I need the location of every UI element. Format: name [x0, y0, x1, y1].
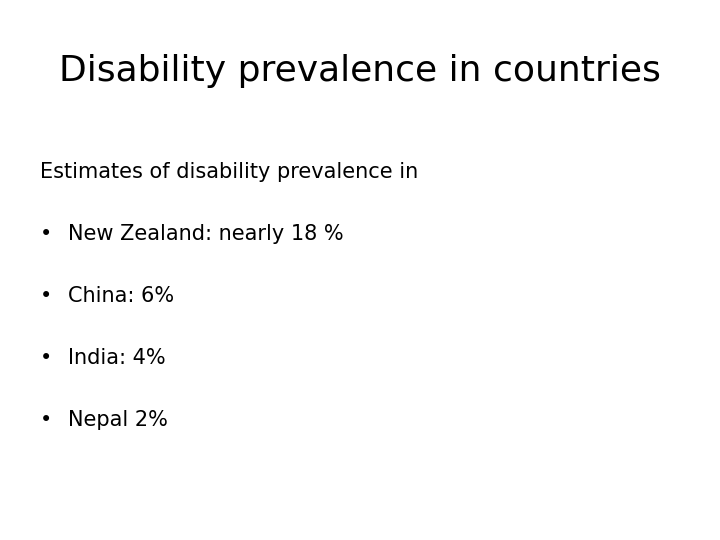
Text: New Zealand: nearly 18 %: New Zealand: nearly 18 %	[68, 224, 344, 244]
Text: •: •	[40, 348, 52, 368]
Text: India: 4%: India: 4%	[68, 348, 166, 368]
Text: Estimates of disability prevalence in: Estimates of disability prevalence in	[40, 162, 418, 182]
Text: Nepal 2%: Nepal 2%	[68, 410, 168, 430]
Text: Disability prevalence in countries: Disability prevalence in countries	[59, 54, 661, 88]
Text: •: •	[40, 410, 52, 430]
Text: China: 6%: China: 6%	[68, 286, 174, 306]
Text: •: •	[40, 224, 52, 244]
Text: •: •	[40, 286, 52, 306]
